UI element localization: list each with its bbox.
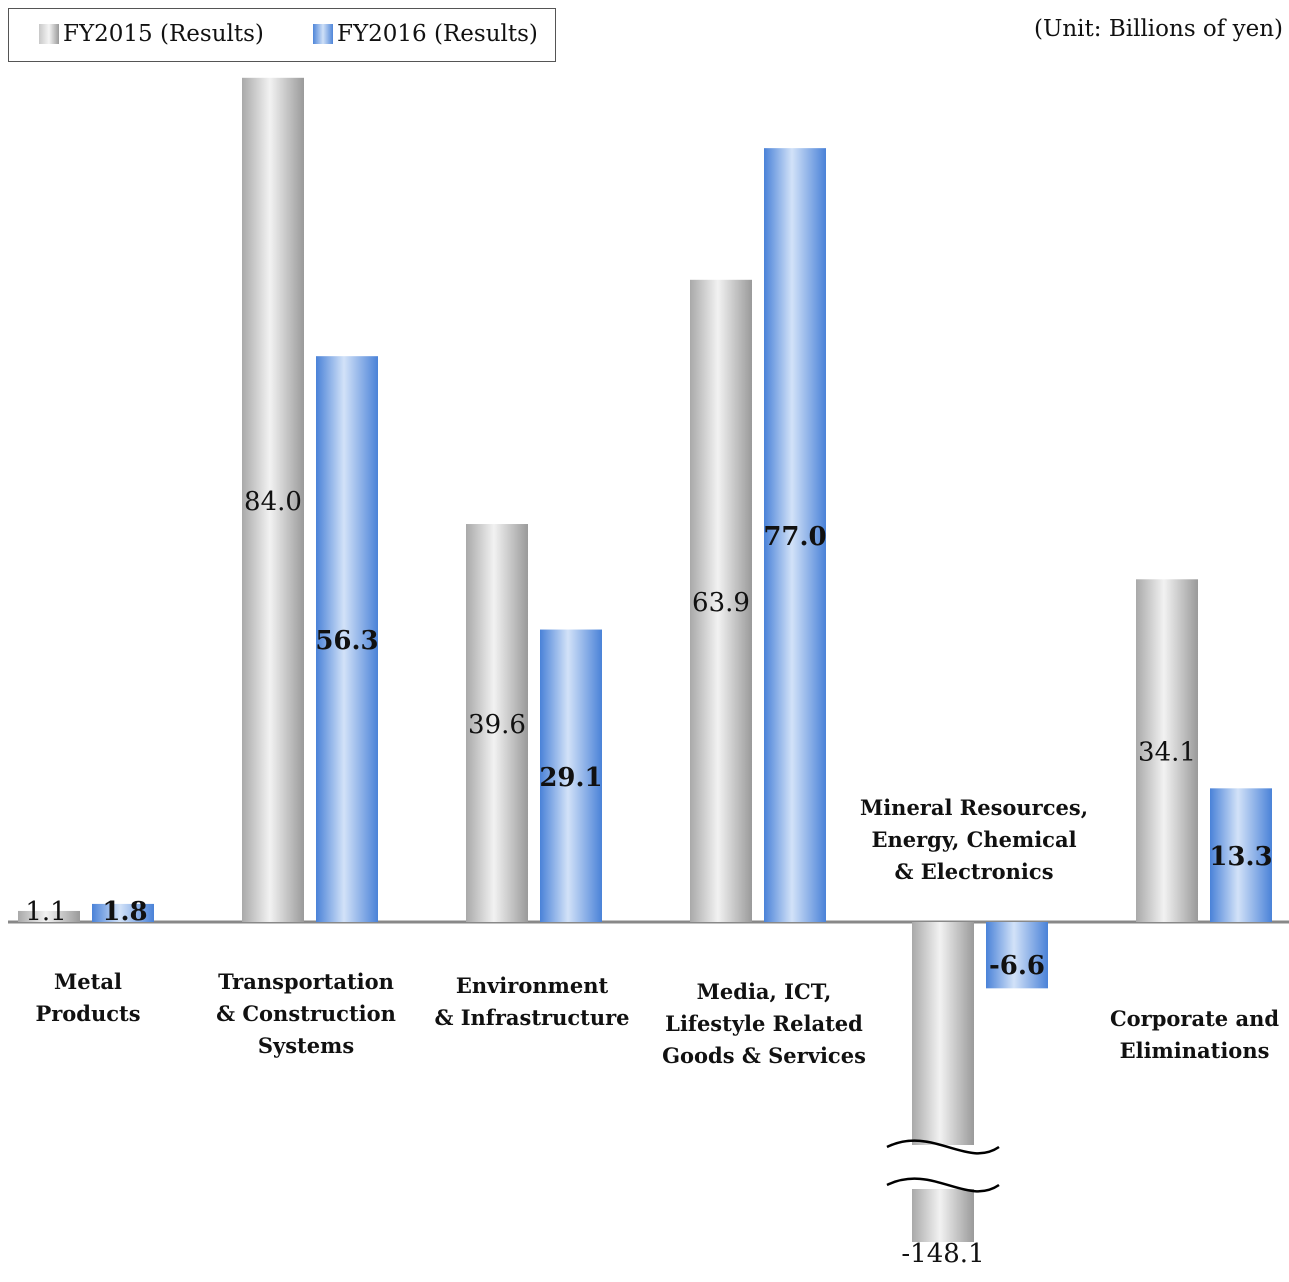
bar-fy2015-4 [912,922,974,1242]
bar-fy2016-4 [986,922,1048,989]
category-label-1: Transportation & Construction Systems [216,969,396,1058]
data-label-fy2016-4: -6.6 [989,951,1045,981]
bar-fy2015-5 [1136,579,1198,922]
legend-label-fy2016: FY2016 (Results) [337,21,538,47]
legend-item-fy2015: FY2015 (Results) [39,21,264,47]
category-label-2: Environment & Infrastructure [434,973,630,1030]
bar-fy2016-5 [1210,788,1272,922]
legend-item-fy2016: FY2016 (Results) [313,21,538,47]
data-label-fy2015-4: -148.1 [901,1239,984,1269]
data-label-fy2016-2: 29.1 [539,763,602,793]
legend: FY2015 (Results) FY2016 (Results) [8,8,556,62]
bar-fy2015-1 [242,77,304,923]
category-label-0: Metal Products [35,969,141,1026]
category-label-4: Mineral Resources, Energy, Chemical & El… [859,795,1089,884]
data-label-fy2016-1: 56.3 [315,626,378,656]
data-label-fy2015-3: 63.9 [692,588,750,618]
bar-fy2016-0 [92,903,154,922]
unit-label: (Unit: Billions of yen) [1034,16,1283,42]
data-label-fy2015-0: 1.1 [25,897,66,927]
bar-fy2015-2 [466,524,528,922]
category-label-3: Media, ICT, Lifestyle Related Goods & Se… [662,979,866,1068]
bar-fy2016-2 [540,629,602,922]
data-label-fy2016-0: 1.8 [102,897,147,927]
bar-fy2016-1 [316,356,378,922]
bar-fy2016-3 [764,148,826,922]
data-label-fy2015-5: 34.1 [1138,738,1196,768]
legend-label-fy2015: FY2015 (Results) [63,21,264,47]
axis-break-line [886,1139,1000,1155]
category-label-5: Corporate and Eliminations [1109,1006,1280,1063]
data-label-fy2016-3: 77.0 [763,522,826,552]
axis-break-line [886,1177,1000,1193]
legend-swatch-fy2015 [39,24,59,44]
data-label-fy2016-5: 13.3 [1209,842,1272,872]
data-label-fy2015-2: 39.6 [468,710,526,740]
data-label-fy2015-1: 84.0 [244,487,302,517]
bar-fy2015-0 [18,910,80,922]
legend-swatch-fy2016 [313,24,333,44]
bar-fy2015-3 [690,279,752,922]
